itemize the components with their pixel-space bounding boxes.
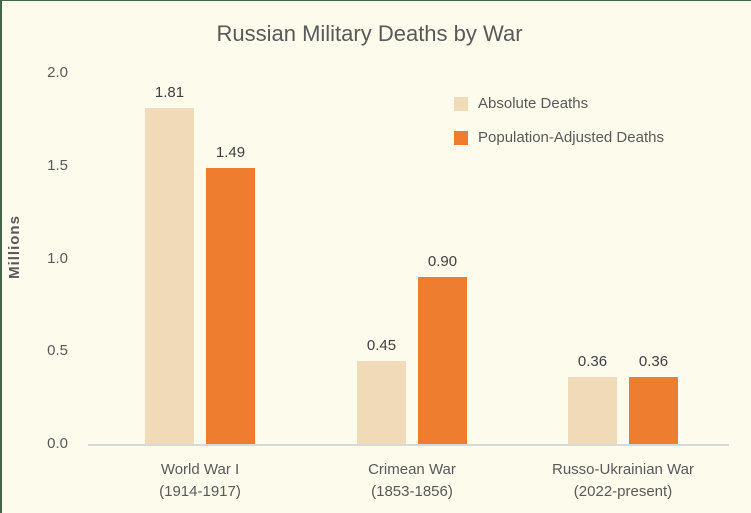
legend-swatch-population-adjusted-deaths — [454, 130, 468, 145]
legend-item-absolute-deaths: Absolute Deaths — [454, 95, 664, 112]
bar-cell: 1.81 — [145, 73, 194, 444]
bar-cell: 0.36 — [568, 73, 617, 444]
bar-value-label: 0.36 — [638, 353, 669, 371]
bar-value-label: 1.49 — [215, 143, 246, 161]
chart-title: Russian Military Deaths by War — [216, 21, 523, 46]
category-label-russo-ukrainian-war: Russo-Ukrainian War (2022-present) — [552, 461, 694, 500]
bar-group-russo-ukrainian-war: 0.36 0.36 — [568, 73, 678, 444]
plot-area: 1.81 1.49 0.45 0.90 0.36 0.36 — [88, 73, 729, 446]
bar-cell: 0.45 — [357, 73, 406, 444]
y-tick-2.0: 2.0 — [47, 64, 68, 81]
x-axis-line — [88, 444, 729, 446]
bar-cell: 1.49 — [206, 73, 255, 444]
bar-population-adjusted-deaths-world-war-i — [206, 167, 255, 444]
bar-value-label: 0.90 — [427, 253, 458, 271]
bar-population-adjusted-deaths-crimean-war — [418, 277, 467, 444]
bar-value-label: 1.81 — [154, 84, 185, 102]
y-tick-1.5: 1.5 — [47, 157, 68, 174]
legend: Absolute Deaths Population-Adjusted Deat… — [454, 95, 664, 146]
bar-group-world-war-i: 1.81 1.49 — [145, 73, 255, 444]
category-label-crimean-war: Crimean War (1853-1856) — [368, 461, 456, 500]
legend-item-population-adjusted-deaths: Population-Adjusted Deaths — [454, 129, 664, 146]
y-tick-0.0: 0.0 — [47, 435, 68, 452]
legend-label: Population-Adjusted Deaths — [478, 129, 664, 146]
y-axis-title: Millions — [6, 215, 23, 279]
bar-value-label: 0.36 — [577, 353, 608, 371]
bar-absolute-deaths-russo-ukrainian-war — [568, 377, 617, 444]
bar-population-adjusted-deaths-russo-ukrainian-war — [629, 377, 678, 444]
bar-group-crimean-war: 0.45 0.90 — [357, 73, 467, 444]
bar-cell: 0.36 — [629, 73, 678, 444]
legend-label: Absolute Deaths — [478, 95, 589, 112]
bar-cell: 0.90 — [418, 73, 467, 444]
bar-absolute-deaths-world-war-i — [145, 108, 194, 444]
y-tick-1.0: 1.0 — [47, 250, 68, 267]
legend-swatch-absolute-deaths — [454, 96, 468, 111]
bar-absolute-deaths-crimean-war — [357, 360, 406, 444]
bar-value-label: 0.45 — [366, 336, 397, 354]
y-tick-0.5: 0.5 — [47, 342, 68, 359]
category-label-world-war-i: World War I (1914-1917) — [159, 461, 241, 500]
